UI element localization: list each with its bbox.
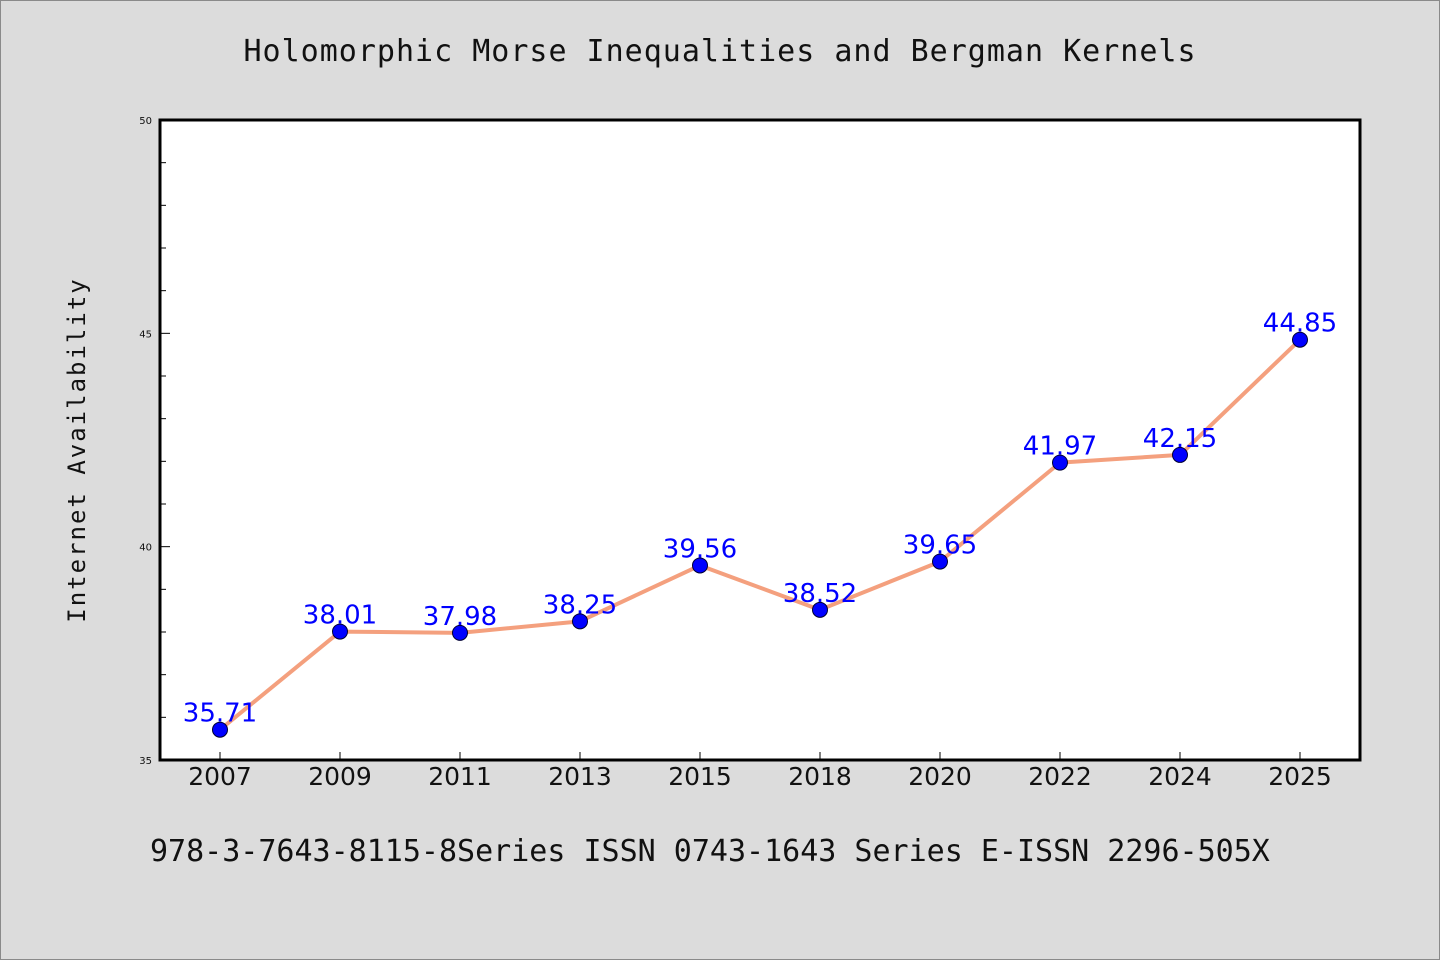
data-label: 39.65 (903, 531, 977, 561)
data-point (1292, 331, 1308, 348)
data-label: 35.71 (183, 699, 257, 729)
data-point (1052, 454, 1068, 471)
data-label: 39.56 (663, 534, 737, 564)
x-tick-label: 2013 (548, 762, 612, 791)
data-label: 41.97 (1023, 432, 1097, 462)
data-point (812, 601, 828, 618)
plot-area (158, 118, 1362, 762)
data-point (572, 613, 588, 630)
data-point (452, 624, 468, 641)
x-tick-label: 2025 (1268, 762, 1332, 791)
y-tick-label: 40 (139, 543, 152, 554)
data-point (212, 721, 228, 738)
x-tick-label: 2011 (428, 762, 492, 791)
y-axis-title: Internet Availability (63, 277, 91, 622)
x-tick-label: 2018 (788, 762, 852, 791)
x-tick-label: 2020 (908, 762, 972, 791)
data-label: 38.01 (303, 601, 377, 631)
data-point (692, 557, 708, 574)
data-label: 38.52 (783, 579, 857, 609)
footer-note: 978-3-7643-8115-8Series ISSN 0743-1643 S… (150, 834, 1270, 869)
data-point (332, 623, 348, 640)
x-tick-label: 2022 (1028, 762, 1092, 791)
x-tick-label: 2009 (308, 762, 372, 791)
data-label: 42.15 (1143, 424, 1217, 454)
series-layer: 35.71 38.01 37.98 38.25 39.56 38.52 39.65 41.97… (183, 309, 1337, 738)
y-axis: 35 40 45 50 (139, 116, 170, 767)
data-point (932, 553, 948, 570)
data-label: 38.25 (543, 590, 617, 620)
data-label: 37.98 (423, 602, 497, 632)
x-axis: 2007 2009 2011 2013 2015 2018 2020 2022 2024 2025 (188, 752, 1332, 791)
data-point (1172, 446, 1188, 463)
y-tick-label: 35 (139, 756, 152, 767)
y-tick-label: 45 (139, 329, 152, 340)
x-tick-label: 2015 (668, 762, 732, 791)
data-label: 44.85 (1263, 309, 1337, 339)
y-tick-label: 50 (139, 116, 152, 127)
x-tick-label: 2024 (1148, 762, 1212, 791)
series-line (218, 338, 1302, 732)
chart-title: Holomorphic Morse Inequalities and Bergm… (243, 34, 1197, 69)
x-tick-label: 2007 (188, 762, 252, 791)
